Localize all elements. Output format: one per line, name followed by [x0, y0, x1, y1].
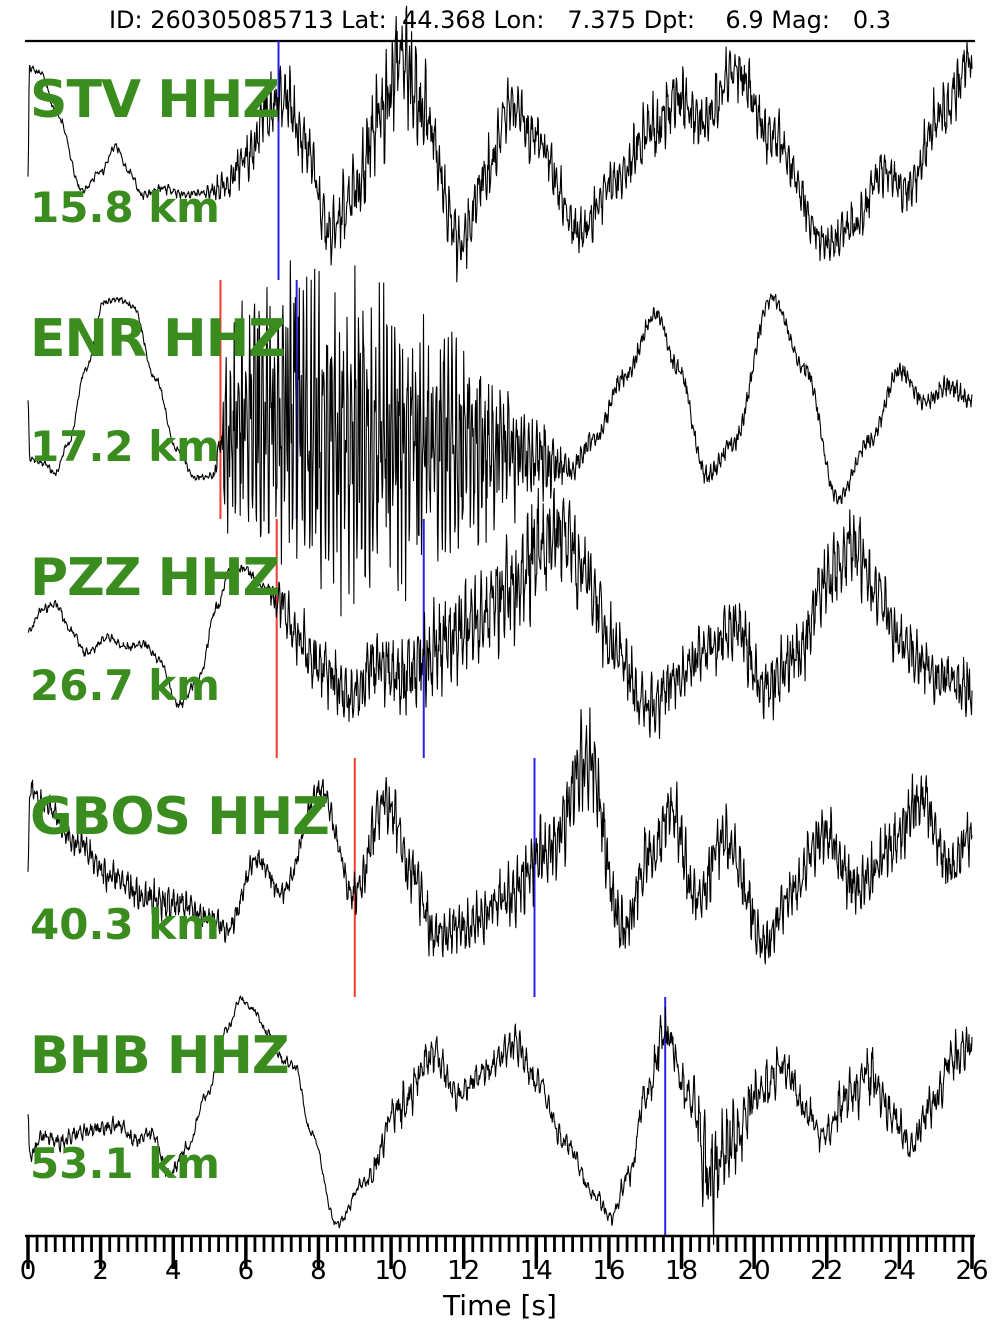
station-name-label: GBOS HHZ	[30, 787, 330, 847]
axis-tick-label: 0	[19, 1256, 37, 1286]
station-distance-label: 40.3 km	[30, 900, 220, 949]
axis-title: Time [s]	[443, 1289, 557, 1322]
station-name-label: ENR HHZ	[30, 309, 286, 369]
axis-tick-label: 12	[447, 1256, 481, 1286]
axis-tick-label: 20	[737, 1256, 771, 1286]
station-name-label: PZZ HHZ	[30, 548, 280, 608]
trace-waveform	[27, 707, 973, 965]
station-name-label: STV HHZ	[30, 70, 280, 130]
axis-tick-label: 8	[310, 1256, 327, 1286]
axis-tick-label: 6	[237, 1256, 255, 1286]
trace-waveform	[27, 487, 973, 740]
trace-waveform	[27, 995, 973, 1245]
axis-tick-label: 10	[374, 1256, 408, 1286]
axis-tick-label: 24	[882, 1256, 916, 1286]
event-header: ID: 260305085713 Lat: 44.368 Lon: 7.375 …	[108, 6, 892, 34]
axis-tick-label: 14	[519, 1256, 553, 1286]
station-name-label: BHB HHZ	[30, 1026, 290, 1086]
axis-tick-label: 4	[164, 1256, 182, 1286]
axis-tick-label: 2	[92, 1256, 109, 1286]
axis-tick-label: 16	[592, 1256, 626, 1286]
trace-waveform	[27, 260, 973, 617]
trace-waveform	[27, 5, 973, 283]
station-distance-label: 53.1 km	[30, 1139, 220, 1188]
axis-tick-label: 22	[810, 1256, 844, 1286]
axis-tick-label: 18	[664, 1256, 699, 1286]
station-distance-label: 26.7 km	[30, 661, 220, 710]
axis-tick-label: 26	[955, 1256, 989, 1286]
station-distance-label: 17.2 km	[30, 422, 220, 471]
station-distance-label: 15.8 km	[30, 183, 220, 232]
